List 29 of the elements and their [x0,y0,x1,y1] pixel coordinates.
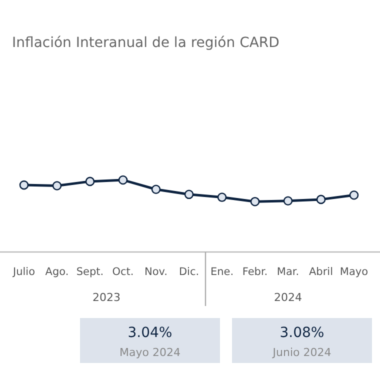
x-tick-label: Sept. [76,266,104,278]
text: 2024 [274,291,302,304]
point [85,176,95,186]
point [52,181,62,190]
point [250,196,260,206]
point [184,190,194,200]
x-tick-label: Ene. [210,266,234,278]
x-tick-label: Mayo [340,266,368,278]
point [118,175,128,185]
x-tick-label: Dic. [178,266,200,278]
text: Junio 2024 [272,346,332,359]
x-tick-label: Ago. [45,266,69,278]
text: Mayo 2024 [120,346,180,359]
text: 3.08% [280,325,324,341]
point [316,194,326,204]
x-tick-label: Julio [12,266,36,278]
text: 3.04% [128,325,172,341]
x-tick-label: Nov. [144,266,168,278]
x-tick-label: Mar. [276,266,300,278]
point [19,180,29,190]
text: 2023 [92,291,120,304]
x-tick-label: Febr. [242,266,268,278]
point [217,192,227,202]
point [283,196,293,206]
chart-title: Inflación Interanual de la región CARD [12,35,280,51]
point [151,184,161,194]
point [349,190,359,200]
x-tick-label: Abril [309,266,333,278]
x-tick-label: Oct. [112,266,134,278]
